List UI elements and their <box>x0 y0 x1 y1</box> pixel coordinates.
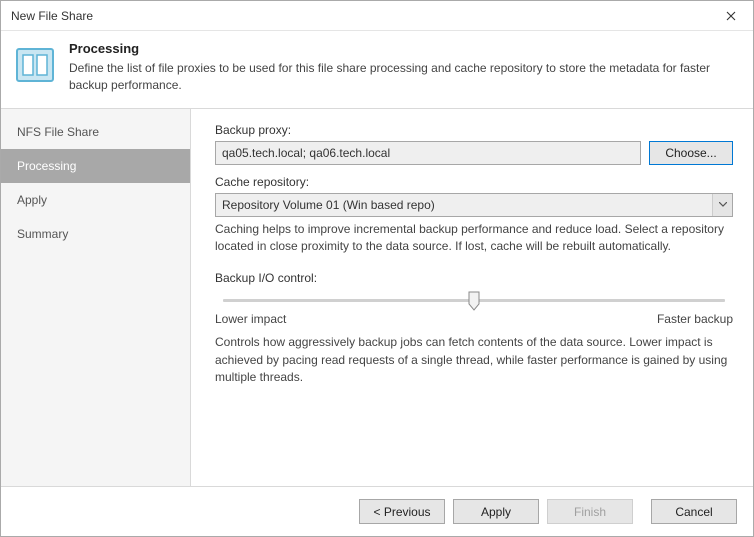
slider-track[interactable] <box>223 299 725 302</box>
slider-right-label: Faster backup <box>657 312 733 326</box>
step-sidebar: NFS File Share Processing Apply Summary <box>1 109 191 486</box>
cache-repo-select-wrap: Repository Volume 01 (Win based repo) <box>215 193 733 217</box>
sidebar-item-nfs-file-share[interactable]: NFS File Share <box>1 115 190 149</box>
cache-repo-select[interactable]: Repository Volume 01 (Win based repo) <box>215 193 733 217</box>
slider-thumb[interactable] <box>468 291 480 311</box>
io-control-help: Controls how aggressively backup jobs ca… <box>215 334 733 386</box>
file-share-icon <box>15 45 55 85</box>
sidebar-item-summary[interactable]: Summary <box>1 217 190 251</box>
backup-proxy-input[interactable]: qa05.tech.local; qa06.tech.local <box>215 141 641 165</box>
header-text: Processing Define the list of file proxi… <box>69 41 739 94</box>
wizard-content: Backup proxy: qa05.tech.local; qa06.tech… <box>191 109 753 486</box>
apply-button[interactable]: Apply <box>453 499 539 524</box>
wizard-window: New File Share Processing Define the lis… <box>0 0 754 537</box>
page-description: Define the list of file proxies to be us… <box>69 60 739 94</box>
slider-left-label: Lower impact <box>215 312 286 326</box>
io-control-slider: Lower impact Faster backup <box>215 291 733 328</box>
finish-button: Finish <box>547 499 633 524</box>
wizard-footer: < Previous Apply Finish Cancel <box>1 486 753 536</box>
choose-button[interactable]: Choose... <box>649 141 733 165</box>
cache-repo-help: Caching helps to improve incremental bac… <box>215 221 733 256</box>
previous-button-label: < Previous <box>373 505 430 519</box>
choose-button-label: Choose... <box>665 146 716 160</box>
cancel-button[interactable]: Cancel <box>651 499 737 524</box>
sidebar-item-apply[interactable]: Apply <box>1 183 190 217</box>
close-button[interactable] <box>709 1 753 31</box>
page-title: Processing <box>69 41 739 56</box>
previous-button[interactable]: < Previous <box>359 499 445 524</box>
sidebar-item-label: Processing <box>17 159 76 173</box>
close-icon <box>726 11 736 21</box>
sidebar-item-label: Summary <box>17 227 68 241</box>
cache-repo-label: Cache repository: <box>215 175 733 189</box>
slider-labels: Lower impact Faster backup <box>215 312 733 326</box>
titlebar: New File Share <box>1 1 753 31</box>
cancel-button-label: Cancel <box>675 505 712 519</box>
chevron-down-icon <box>712 194 732 216</box>
backup-proxy-row: qa05.tech.local; qa06.tech.local Choose.… <box>215 141 733 165</box>
finish-button-label: Finish <box>574 505 606 519</box>
apply-button-label: Apply <box>481 505 511 519</box>
wizard-body: NFS File Share Processing Apply Summary … <box>1 108 753 486</box>
window-title: New File Share <box>11 9 709 23</box>
sidebar-item-label: NFS File Share <box>17 125 99 139</box>
backup-proxy-value: qa05.tech.local; qa06.tech.local <box>222 146 390 160</box>
sidebar-item-processing[interactable]: Processing <box>1 149 190 183</box>
cache-repo-value: Repository Volume 01 (Win based repo) <box>222 198 435 212</box>
sidebar-item-label: Apply <box>17 193 47 207</box>
wizard-header: Processing Define the list of file proxi… <box>1 31 753 108</box>
io-control-label: Backup I/O control: <box>215 271 733 285</box>
backup-proxy-label: Backup proxy: <box>215 123 733 137</box>
